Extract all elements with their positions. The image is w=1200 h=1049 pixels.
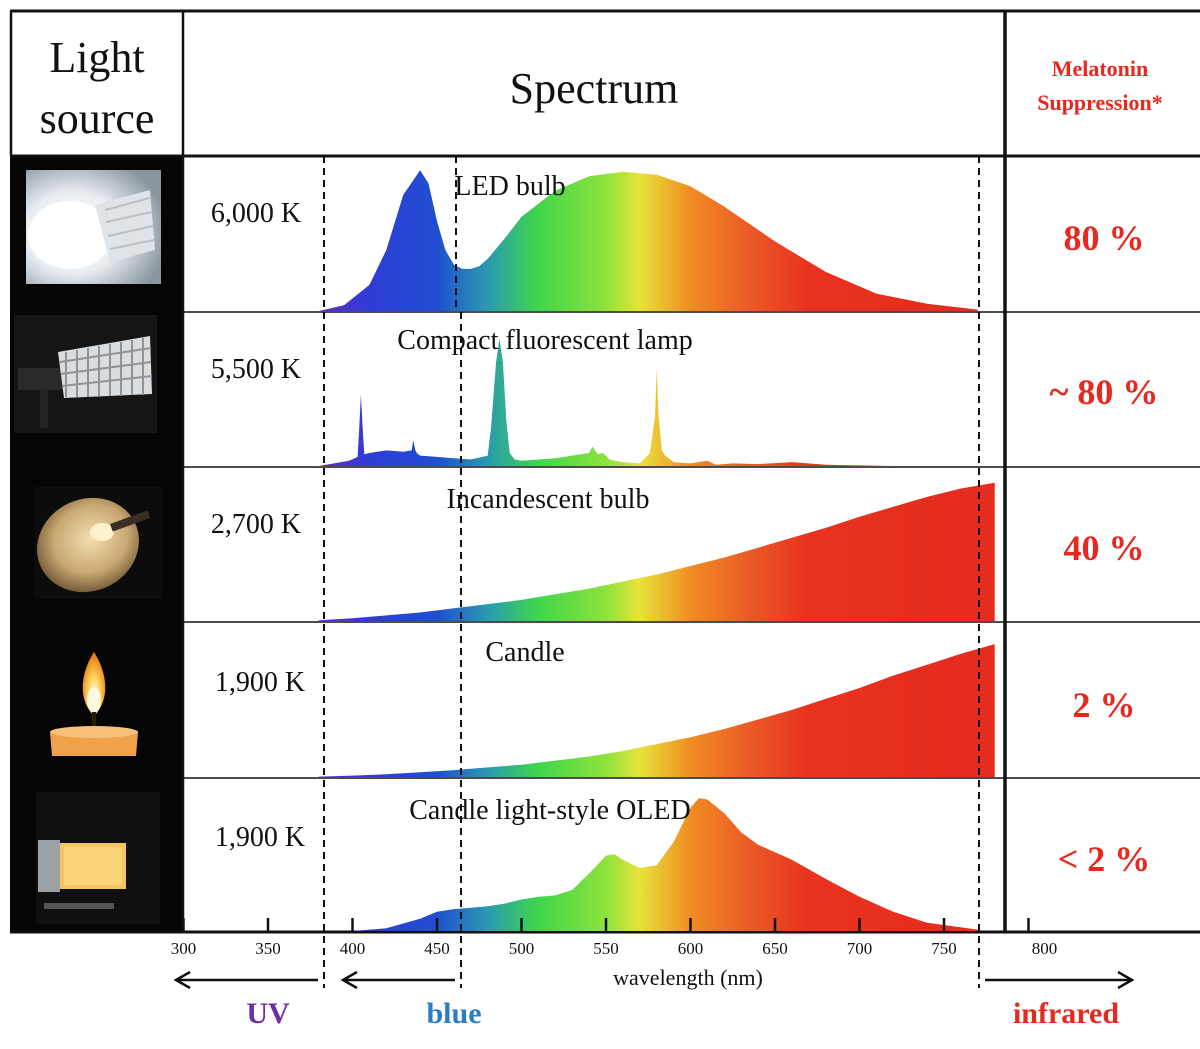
header-light-source-line1: Light — [49, 33, 144, 82]
light-source-name: Candle light-style OLED — [409, 795, 691, 826]
row-labels: 6,000 K LED bulb 80 % 5,500 K Compact fluore… — [211, 171, 1158, 879]
header-spectrum: Spectrum — [510, 64, 679, 113]
spectrum-area-incandescent-bulb — [318, 482, 995, 621]
spectrum-area-led-bulb — [318, 170, 978, 311]
x-tick-label: 350 — [255, 939, 281, 958]
x-tick-label: 550 — [593, 939, 619, 958]
spectra-layer — [318, 170, 995, 931]
header-melatonin-line1: Melatonin — [1052, 56, 1149, 81]
spectrum-area-candle-light-style-oled — [352, 798, 978, 931]
melatonin-suppression-value: 80 % — [1064, 218, 1145, 258]
x-tick-label: 600 — [678, 939, 704, 958]
melatonin-suppression-value: < 2 % — [1058, 839, 1151, 879]
header-light-source-line2: source — [40, 94, 155, 143]
light-source-name: Candle — [485, 637, 564, 668]
x-tick-label: 300 — [171, 939, 197, 958]
led-bulb-photo — [26, 170, 161, 284]
blue-label: blue — [426, 997, 481, 1030]
color-temperature-label: 1,900 K — [215, 822, 305, 853]
incandescent-bulb-photo — [34, 487, 162, 599]
x-tick-label: 500 — [509, 939, 535, 958]
color-temperature-label: 1,900 K — [215, 667, 305, 698]
region-arrows — [173, 970, 1135, 990]
color-temperature-label: 5,500 K — [211, 354, 301, 385]
x-axis-label: wavelength (nm) — [613, 965, 763, 990]
x-axis: 300 350 400 450 500 550 600 650 700 750 800 — [171, 918, 1058, 958]
x-tick-label: 800 — [1032, 939, 1058, 958]
spectrum-area-candle — [318, 644, 995, 777]
fluorescent-lamp-photo — [14, 315, 157, 433]
color-temperature-label: 2,700 K — [211, 509, 301, 540]
x-tick-label: 450 — [424, 939, 450, 958]
header-melatonin-line2: Suppression* — [1037, 90, 1163, 115]
light-source-name: LED bulb — [454, 171, 565, 202]
x-tick-label: 650 — [762, 939, 788, 958]
uv-label: UV — [246, 997, 290, 1030]
melatonin-suppression-value: ~ 80 % — [1050, 372, 1159, 412]
melatonin-suppression-value: 40 % — [1064, 528, 1145, 568]
light-source-name: Incandescent bulb — [447, 484, 650, 515]
melatonin-suppression-value: 2 % — [1073, 685, 1136, 725]
x-tick-label: 750 — [931, 939, 957, 958]
boundary-lines — [323, 156, 980, 988]
x-tick-label: 400 — [340, 939, 366, 958]
infrared-label: infrared — [1013, 997, 1119, 1030]
light-source-name: Compact fluorescent lamp — [397, 325, 692, 356]
oled-panel-photo — [36, 792, 160, 924]
table-grid — [9, 9, 1200, 934]
spectrum-area-compact-fluorescent-lamp — [318, 338, 894, 466]
candle-photo — [28, 636, 160, 764]
color-temperature-label: 6,000 K — [211, 198, 301, 229]
x-tick-label: 700 — [847, 939, 873, 958]
